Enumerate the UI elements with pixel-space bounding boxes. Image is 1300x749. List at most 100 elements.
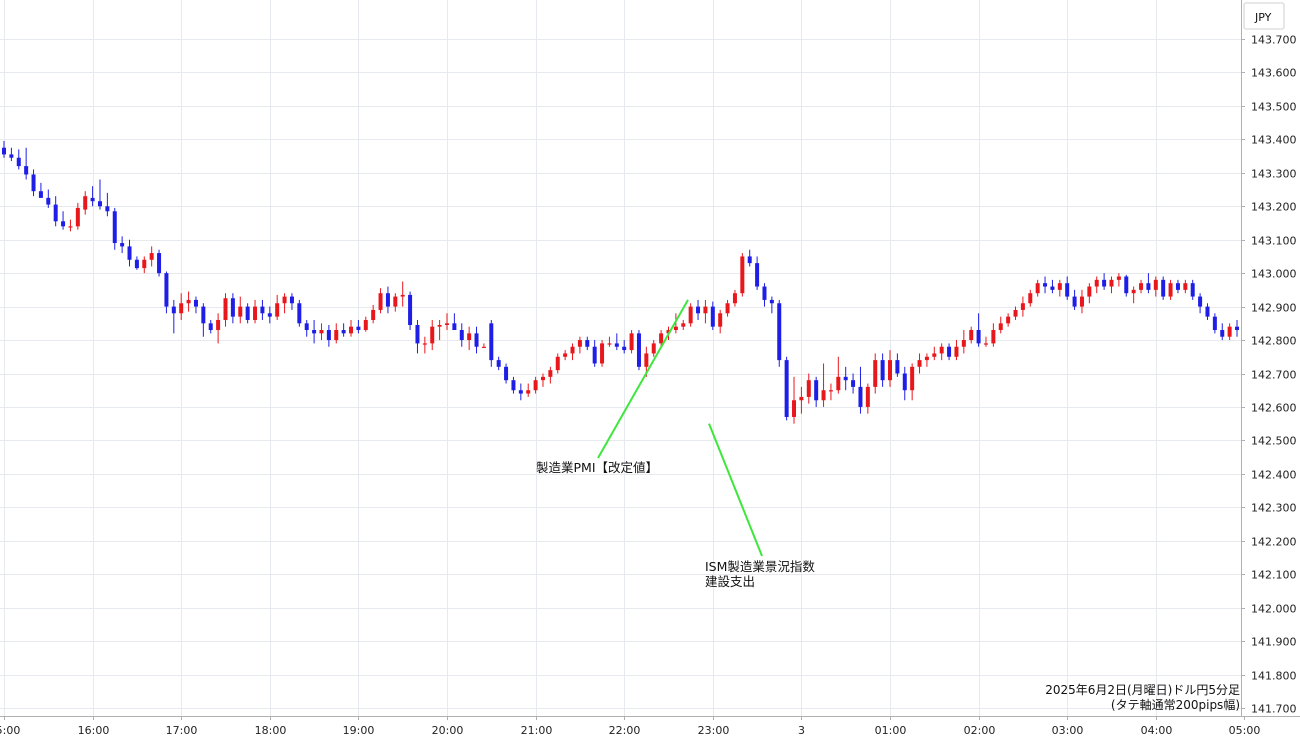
candle — [1124, 274, 1129, 297]
caption-line-1: 2025年6月2日(月曜日)ドル円5分足 — [1045, 683, 1240, 697]
candle — [821, 363, 826, 407]
candle — [46, 189, 51, 208]
candle — [349, 319, 354, 337]
candle — [378, 288, 383, 314]
candle — [673, 313, 678, 334]
candle — [526, 383, 531, 397]
candle — [880, 353, 885, 387]
candle — [1146, 273, 1151, 294]
candle — [799, 386, 804, 414]
candle — [164, 271, 169, 314]
candle — [836, 356, 841, 394]
candle — [216, 313, 221, 344]
candle — [1175, 279, 1180, 294]
candle — [445, 313, 449, 331]
candle — [1094, 276, 1099, 294]
candle — [208, 319, 213, 334]
candle — [112, 207, 117, 250]
candle — [703, 299, 708, 324]
candle — [1087, 283, 1092, 304]
y-tick-label: 143.400 — [1251, 134, 1297, 147]
annotation-label: 建設支出 — [705, 574, 755, 589]
candle — [732, 289, 737, 307]
candle — [1131, 286, 1136, 304]
candle — [518, 383, 523, 401]
candle — [769, 296, 774, 314]
candle — [504, 363, 509, 384]
y-tick-label: 142.700 — [1251, 369, 1297, 382]
candle — [90, 186, 95, 207]
candle — [1072, 289, 1077, 310]
candle — [570, 343, 575, 361]
candle — [777, 299, 782, 367]
candle — [1153, 276, 1158, 297]
candle — [976, 313, 981, 347]
x-tick-label: 19:00 — [343, 724, 375, 737]
candle — [1028, 289, 1033, 307]
candle — [245, 303, 250, 324]
candle — [489, 319, 494, 367]
candle — [740, 253, 745, 297]
candle — [814, 376, 819, 407]
candle — [939, 343, 944, 361]
candle — [334, 323, 339, 344]
grid — [0, 0, 1241, 716]
candle — [275, 294, 280, 320]
candle — [1102, 273, 1107, 290]
candle — [651, 340, 656, 357]
candle — [636, 330, 641, 371]
annotation-leader-line — [708, 423, 763, 557]
candle — [1065, 276, 1070, 300]
candle — [1205, 303, 1210, 320]
candle — [1116, 273, 1121, 287]
candle — [1139, 279, 1144, 294]
candle — [600, 340, 605, 367]
candle — [75, 202, 80, 230]
candle — [400, 281, 405, 307]
y-tick-label: 142.500 — [1251, 435, 1297, 448]
y-tick-label: 142.100 — [1251, 569, 1297, 582]
candle — [9, 147, 14, 162]
x-tick-label: 05:00 — [1229, 724, 1261, 737]
candle — [2, 141, 6, 158]
candle — [134, 256, 139, 270]
candle — [858, 366, 863, 414]
y-tick-label: 142.900 — [1251, 302, 1297, 315]
candle — [356, 319, 361, 334]
candle — [24, 147, 29, 180]
currency-box — [1243, 2, 1285, 30]
candle — [83, 191, 88, 215]
candle — [792, 376, 797, 424]
candle — [304, 319, 309, 337]
candle — [998, 316, 1003, 334]
x-tick-label: 01:00 — [875, 724, 907, 737]
candle — [326, 324, 331, 347]
candle — [105, 192, 110, 217]
candle — [253, 299, 258, 324]
y-tick-label: 143.500 — [1251, 101, 1297, 114]
candle — [851, 373, 856, 394]
x-tick-label: 22:00 — [609, 724, 641, 737]
candle — [496, 356, 501, 371]
y-tick-label: 143.300 — [1251, 168, 1297, 181]
candle — [585, 336, 590, 351]
candle — [430, 319, 435, 351]
candle — [282, 293, 287, 314]
candle — [577, 336, 582, 354]
candle — [917, 353, 922, 374]
candle — [873, 353, 878, 394]
candle — [696, 299, 701, 320]
candle — [157, 249, 162, 277]
candle — [68, 219, 73, 232]
candle — [371, 304, 376, 324]
candle — [142, 256, 147, 274]
candle — [267, 306, 272, 324]
candle — [747, 249, 752, 267]
candle — [1013, 306, 1018, 320]
candle — [629, 330, 634, 354]
x-tick-label: 03:00 — [1052, 724, 1084, 737]
candle — [924, 353, 929, 367]
